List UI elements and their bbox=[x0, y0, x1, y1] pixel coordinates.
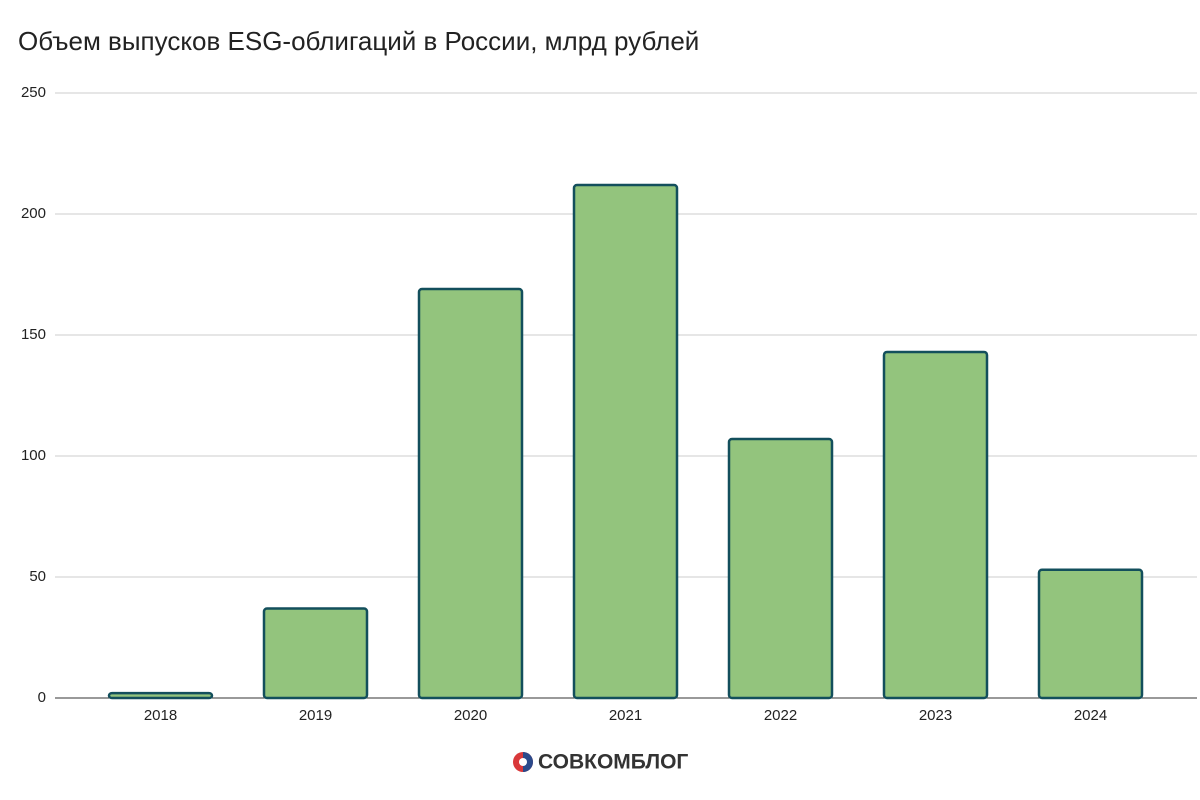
logo: СОВКОМБЛОГ bbox=[513, 751, 688, 774]
bar bbox=[417, 287, 524, 700]
x-tick-label: 2020 bbox=[454, 707, 487, 724]
chart-title: Объем выпусков ESG-облигаций в России, м… bbox=[18, 26, 699, 56]
x-tick-label: 2021 bbox=[609, 707, 642, 724]
x-tick-label: 2018 bbox=[144, 707, 177, 724]
bar bbox=[1037, 568, 1144, 700]
bar bbox=[727, 437, 834, 700]
x-tick-label: 2023 bbox=[919, 707, 952, 724]
logo-text: СОВКОМБЛОГ bbox=[538, 751, 688, 774]
y-tick-label: 0 bbox=[38, 689, 46, 706]
logo-icon-part bbox=[523, 752, 533, 772]
y-tick-label: 200 bbox=[21, 205, 46, 222]
x-tick-label: 2024 bbox=[1074, 707, 1107, 724]
y-tick-label: 100 bbox=[21, 447, 46, 464]
y-tick-label: 150 bbox=[21, 326, 46, 343]
bar bbox=[882, 350, 989, 700]
bar bbox=[107, 691, 214, 700]
logo-icon-center bbox=[519, 758, 527, 766]
y-tick-label: 50 bbox=[29, 568, 46, 585]
bar bbox=[572, 183, 679, 700]
x-tick-label: 2019 bbox=[299, 707, 332, 724]
x-tick-label: 2022 bbox=[764, 707, 797, 724]
bar bbox=[262, 607, 369, 700]
y-tick-label: 250 bbox=[21, 84, 46, 101]
